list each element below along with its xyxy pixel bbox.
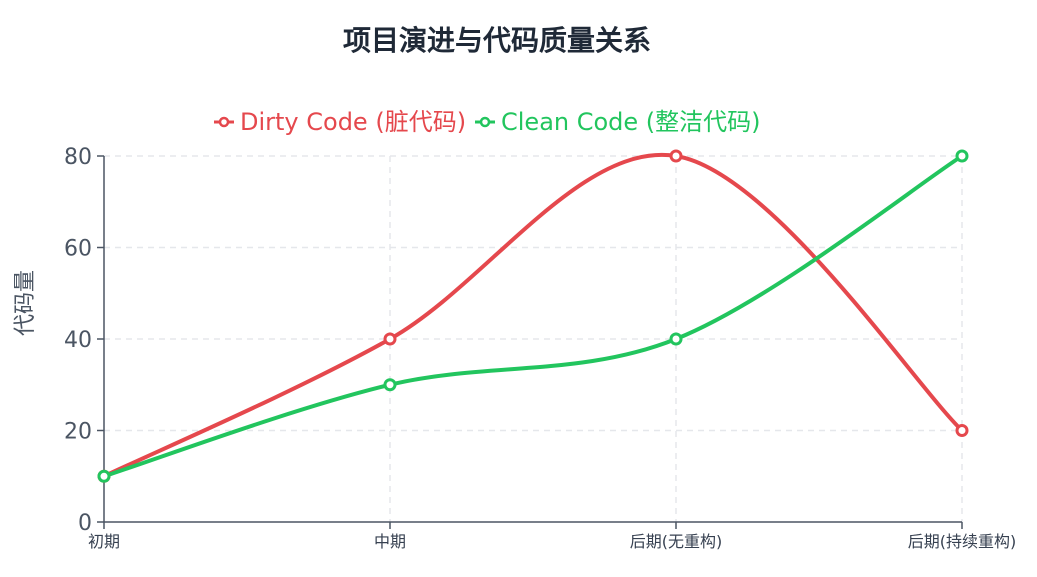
series-line-0 bbox=[102, 152, 964, 479]
legend-label-1: Clean Code (整洁代码) bbox=[501, 108, 761, 136]
series-0-point-2[interactable] bbox=[669, 149, 683, 163]
legend: Dirty Code (脏代码) Clean Code (整洁代码) bbox=[214, 108, 761, 136]
legend-label-0: Dirty Code (脏代码) bbox=[240, 108, 466, 136]
x-tick-label-2: 后期(无重构) bbox=[630, 532, 723, 551]
grid bbox=[104, 155, 963, 522]
series-1-point-2[interactable] bbox=[669, 332, 683, 346]
series-line-1 bbox=[102, 154, 964, 479]
series-layer bbox=[97, 149, 969, 483]
chart-title: 项目演进与代码质量关系 bbox=[343, 24, 651, 57]
y-tick-label-2: 40 bbox=[64, 328, 92, 353]
series-1-point-3[interactable] bbox=[955, 149, 969, 163]
y-tick-label-4: 80 bbox=[64, 145, 92, 170]
legend-item-1[interactable]: Clean Code (整洁代码) bbox=[475, 108, 761, 136]
legend-item-0[interactable]: Dirty Code (脏代码) bbox=[214, 108, 466, 136]
y-axis-label: 代码量 bbox=[13, 270, 38, 336]
x-tick-label-1: 中期 bbox=[374, 532, 406, 551]
x-tick-label-0: 初期 bbox=[88, 532, 120, 551]
series-0-point-3[interactable] bbox=[955, 424, 969, 437]
y-tick-label-0: 0 bbox=[78, 511, 92, 536]
legend-swatch-marker-0 bbox=[218, 116, 230, 128]
y-tick-label-1: 20 bbox=[64, 420, 92, 445]
series-1-point-0[interactable] bbox=[97, 469, 111, 483]
legend-swatch-marker-1 bbox=[479, 116, 491, 128]
x-tick-label-3: 后期(持续重构) bbox=[908, 532, 1017, 551]
y-tick-label-3: 60 bbox=[64, 237, 92, 262]
axes: 0 20 40 60 80 初期 中期 后期(无重构) 后期(持续重构) bbox=[64, 145, 1016, 551]
series-0-point-1[interactable] bbox=[383, 332, 397, 346]
series-1-point-1[interactable] bbox=[383, 378, 397, 392]
